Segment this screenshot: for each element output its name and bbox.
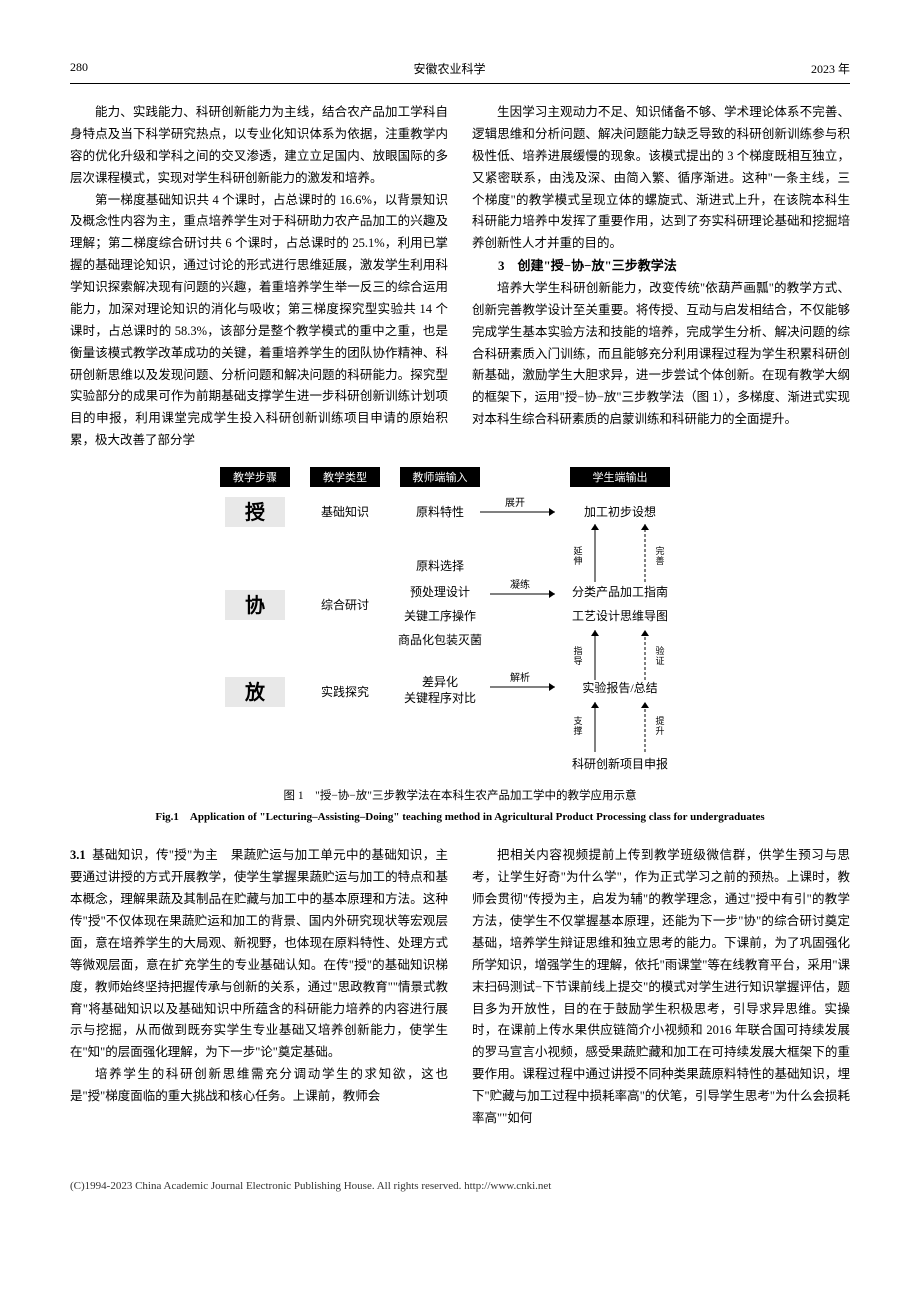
svg-text:支: 支: [573, 715, 582, 726]
svg-text:原料选择: 原料选择: [416, 559, 464, 573]
figure-1: 教学步骤 教学类型 教师端输入 学生端输出 授 基础知识 原料特性 展开 加工初…: [70, 462, 850, 833]
svg-text:工艺设计思维导图: 工艺设计思维导图: [572, 609, 668, 623]
svg-text:科研创新项目申报: 科研创新项目申报: [572, 756, 668, 771]
svg-text:解析: 解析: [510, 671, 530, 684]
svg-text:商品化包装灭菌: 商品化包装灭菌: [398, 632, 482, 647]
para: 培养大学生科研创新能力，改变传统"依葫芦画瓢"的教学方式、创新完善教学设计至关重…: [472, 278, 850, 431]
svg-text:原料特性: 原料特性: [416, 504, 464, 519]
section-3-title: 3 创建"授−协−放"三步教学法: [472, 255, 850, 278]
para: 把相关内容视频提前上传到教学班级微信群，供学生预习与思考，让学生好奇"为什么学"…: [472, 845, 850, 1129]
svg-text:善: 善: [655, 555, 664, 566]
year: 2023 年: [811, 60, 850, 77]
svg-text:实践探究: 实践探究: [321, 684, 369, 699]
svg-text:授: 授: [245, 501, 266, 524]
svg-text:实验报告/总结: 实验报告/总结: [582, 680, 657, 695]
svg-text:综合研讨: 综合研讨: [321, 597, 369, 612]
body-text: 能力、实践能力、科研创新能力为主线，结合农产品加工学科自身特点及当下科学研究热点…: [70, 102, 850, 1130]
label-yanshen: 延: [573, 545, 582, 556]
svg-text:指: 指: [573, 645, 582, 656]
svg-text:导: 导: [573, 656, 582, 666]
para: 能力、实践能力、科研创新能力为主线，结合农产品加工学科自身特点及当下科学研究热点…: [70, 102, 448, 190]
svg-text:放: 放: [244, 680, 266, 704]
svg-text:关键工序操作: 关键工序操作: [404, 608, 476, 623]
figure-caption-cn: 图 1 "授−协−放"三步教学法在本科生农产品加工学中的教学应用示意: [70, 786, 850, 806]
svg-text:伸: 伸: [573, 555, 582, 566]
svg-text:完: 完: [655, 545, 664, 556]
svg-text:证: 证: [655, 656, 664, 666]
svg-text:验: 验: [655, 645, 664, 656]
svg-text:升: 升: [655, 726, 664, 736]
svg-text:提: 提: [655, 716, 664, 726]
svg-text:关键程序对比: 关键程序对比: [404, 690, 476, 705]
svg-text:基础知识: 基础知识: [321, 505, 369, 519]
para: 第一梯度基础知识共 4 个课时，占总课时的 16.6%，以背景知识及概念性内容为…: [70, 190, 448, 453]
svg-text:分类产品加工指南: 分类产品加工指南: [572, 584, 668, 599]
svg-text:凝练: 凝练: [510, 578, 530, 591]
svg-text:协: 协: [245, 593, 265, 617]
footer-copyright: (C)1994-2023 China Academic Journal Elec…: [70, 1180, 850, 1192]
figure-caption-en: Fig.1 Application of "Lecturing–Assistin…: [70, 808, 850, 827]
para: 培养学生的科研创新思维需充分调动学生的求知欲，这也是"授"梯度面临的重大挑战和核…: [70, 1064, 448, 1108]
svg-text:撑: 撑: [573, 725, 582, 736]
svg-text:教师端输入: 教师端输入: [413, 470, 468, 484]
svg-text:教学类型: 教学类型: [323, 470, 367, 484]
svg-text:展开: 展开: [505, 497, 525, 509]
svg-text:学生端输出: 学生端输出: [593, 470, 648, 484]
svg-text:预处理设计: 预处理设计: [410, 585, 470, 599]
para: 生因学习主观动力不足、知识储备不够、学术理论体系不完善、逻辑思维和分析问题、解决…: [472, 102, 850, 255]
svg-text:加工初步设想: 加工初步设想: [584, 504, 656, 519]
svg-text:差异化: 差异化: [422, 675, 458, 689]
figure-svg: 教学步骤 教学类型 教师端输入 学生端输出 授 基础知识 原料特性 展开 加工初…: [200, 462, 720, 782]
page-number: 280: [70, 60, 88, 77]
svg-text:教学步骤: 教学步骤: [233, 470, 277, 484]
subsection-3-1: 3.1基础知识，传"授"为主 果蔬贮运与加工单元中的基础知识，主要通过讲授的方式…: [70, 845, 448, 1064]
page-header: 280 安徽农业科学 2023 年: [70, 60, 850, 84]
journal-name: 安徽农业科学: [413, 60, 485, 77]
